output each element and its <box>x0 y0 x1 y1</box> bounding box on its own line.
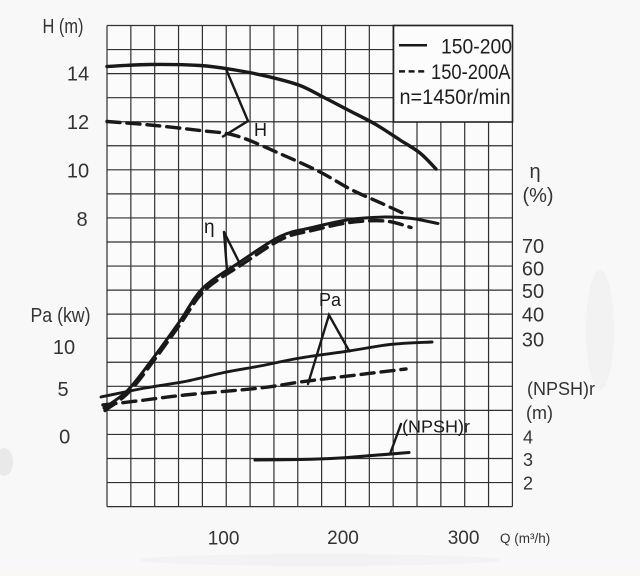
svg-text:2: 2 <box>523 474 533 494</box>
svg-text:100: 100 <box>208 529 240 550</box>
svg-text:(m): (m) <box>526 403 553 423</box>
svg-text:Pa (kw): Pa (kw) <box>31 305 91 327</box>
svg-text:60: 60 <box>522 259 544 281</box>
svg-text:Pa: Pa <box>319 290 342 310</box>
svg-text:50: 50 <box>522 281 544 303</box>
svg-text:300: 300 <box>448 528 480 549</box>
svg-text:150-200: 150-200 <box>441 35 512 58</box>
svg-text:8: 8 <box>76 209 87 231</box>
svg-text:H: H <box>254 120 267 140</box>
svg-text:4: 4 <box>523 428 533 448</box>
svg-text:H (m): H (m) <box>43 16 84 38</box>
svg-text:η: η <box>529 161 540 183</box>
svg-text:(NPSH)r: (NPSH)r <box>527 379 595 399</box>
svg-text:3: 3 <box>523 450 533 470</box>
svg-text:200: 200 <box>327 528 359 549</box>
svg-text:12: 12 <box>67 112 89 134</box>
svg-text:10: 10 <box>53 337 75 359</box>
svg-text:40: 40 <box>522 305 544 327</box>
svg-text:30: 30 <box>522 330 544 352</box>
svg-text:70: 70 <box>522 236 544 258</box>
svg-text:5: 5 <box>57 379 68 401</box>
svg-text:(%): (%) <box>522 185 553 207</box>
svg-text:(NPSH)r: (NPSH)r <box>402 417 470 437</box>
svg-text:14: 14 <box>67 64 89 86</box>
svg-text:Q (m³/h): Q (m³/h) <box>500 531 550 546</box>
svg-text:10: 10 <box>67 161 89 183</box>
svg-text:0: 0 <box>59 427 70 449</box>
svg-text:η: η <box>204 217 215 238</box>
svg-text:150-200A: 150-200A <box>431 61 511 84</box>
svg-text:n=1450r/min: n=1450r/min <box>400 86 511 109</box>
